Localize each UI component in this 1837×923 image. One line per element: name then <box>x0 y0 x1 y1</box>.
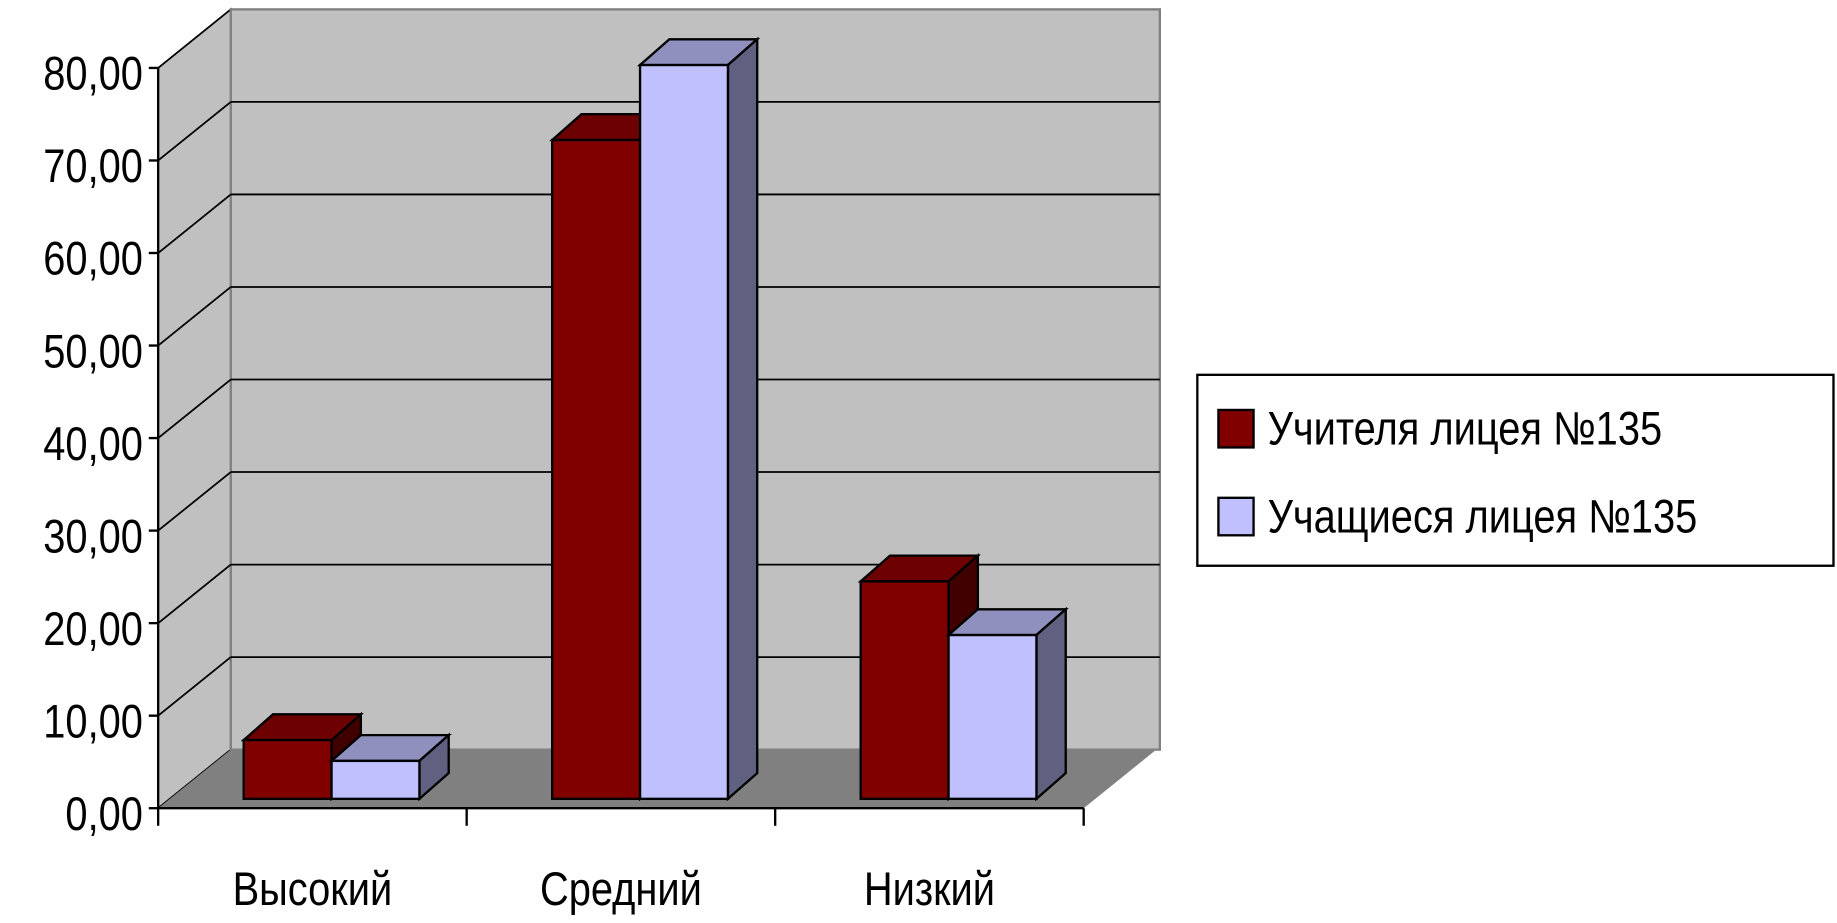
legend-swatch <box>1217 408 1255 449</box>
legend-swatch <box>1217 496 1255 537</box>
grid-line <box>157 471 232 532</box>
legend <box>1196 373 1835 567</box>
legend-label: Учащиеся лицея №135 <box>1268 491 1698 543</box>
bar-side <box>1035 606 1067 802</box>
y-tick-label: 30,00 <box>43 511 143 563</box>
bar-front <box>947 633 1038 801</box>
bar <box>636 36 761 802</box>
y-tick-label: 0,00 <box>65 789 143 841</box>
bar-front <box>242 738 333 801</box>
x-tick-label: Средний <box>540 864 702 916</box>
bar-front <box>330 759 421 801</box>
y-tick-label: 10,00 <box>43 696 143 748</box>
y-tick-label: 60,00 <box>43 234 143 286</box>
bar-front <box>859 580 950 801</box>
y-tick-label: 80,00 <box>43 49 143 101</box>
bar <box>328 732 452 802</box>
y-tick-label: 20,00 <box>43 604 143 656</box>
grid-line <box>157 563 232 624</box>
legend-label: Учителя лицея №135 <box>1268 404 1663 456</box>
x-tick-label: Высокий <box>233 864 393 916</box>
bar <box>945 606 1069 802</box>
grid-line <box>157 378 232 439</box>
bars <box>240 36 1069 802</box>
grid-line <box>157 656 232 717</box>
x-tick-label: Низкий <box>864 864 995 916</box>
bar-front <box>638 63 730 801</box>
y-tick-label: 70,00 <box>43 141 143 193</box>
bar-side <box>726 36 759 802</box>
bar <box>240 711 364 802</box>
bar-front <box>551 138 642 801</box>
y-tick-label: 40,00 <box>43 419 143 471</box>
grid-line <box>157 101 232 162</box>
grid-line <box>157 286 232 347</box>
y-tick-label: 50,00 <box>43 326 143 378</box>
grid-line <box>157 193 232 254</box>
